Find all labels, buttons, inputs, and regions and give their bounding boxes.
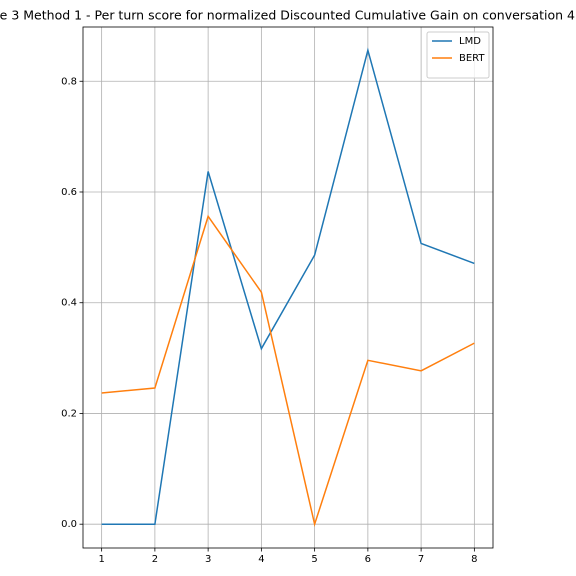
line — [101, 47, 475, 525]
x-tick-label: 1 — [98, 554, 104, 565]
y-tick-label: 0.4 — [61, 298, 77, 309]
y-tick-label: 0.6 — [61, 187, 77, 198]
chart-title: Phase 3 Method 1 - Per turn score for no… — [0, 8, 575, 23]
line — [101, 214, 475, 528]
legend-label: LMD — [459, 36, 481, 47]
x-tick-label: 4 — [258, 554, 264, 565]
x-tick-label: 7 — [418, 554, 424, 565]
x-tick-label: 3 — [205, 554, 211, 565]
x-tick-label: 2 — [152, 554, 158, 565]
y-tick-label: 0.0 — [61, 519, 77, 530]
legend-label: BERT — [459, 53, 485, 64]
legend-box — [426, 31, 490, 79]
x-tick-label: 8 — [471, 554, 477, 565]
plot-frame — [82, 26, 494, 549]
y-tick-label: 0.2 — [61, 408, 77, 419]
x-tick-label: 6 — [365, 554, 371, 565]
y-tick-label: 0.8 — [61, 76, 77, 87]
x-tick-label: 5 — [311, 554, 317, 565]
